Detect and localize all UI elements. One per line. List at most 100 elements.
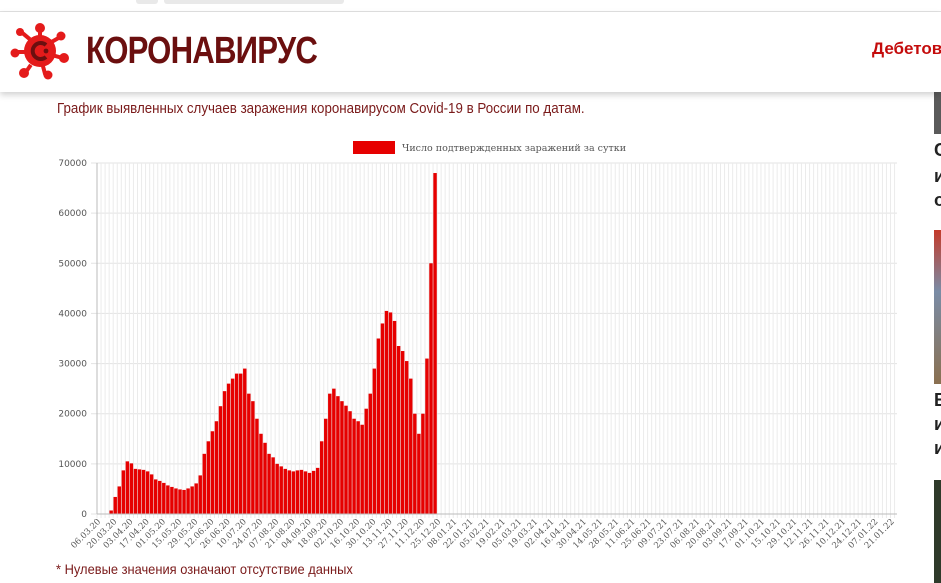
bar-mark <box>218 406 223 514</box>
bar-mark <box>388 312 393 514</box>
bar-mark <box>222 391 227 514</box>
bar-mark <box>259 433 263 514</box>
bar-mark <box>109 510 113 514</box>
legend-label: Число подтвержденных заражений за сутки <box>402 143 626 154</box>
y-axis: 0 10000 20000 30000 40000 50000 60000 70000 <box>58 159 98 520</box>
bar-mark <box>113 496 117 514</box>
sidebar-letter[interactable]: и <box>934 438 941 458</box>
bar-mark <box>413 413 417 514</box>
virus-logo-icon[interactable] <box>10 20 70 80</box>
bar-mark <box>174 488 178 514</box>
bar-mark <box>267 453 271 514</box>
bar-mark <box>166 485 170 514</box>
sidebar-letter[interactable]: С <box>934 140 941 160</box>
y-tick-label: 30000 <box>58 360 87 370</box>
bar-mark <box>190 486 194 514</box>
bar-mark <box>356 421 360 514</box>
bar-mark <box>206 441 211 514</box>
bar-mark <box>319 441 324 514</box>
bar-mark <box>117 486 121 514</box>
sidebar-letter[interactable]: и <box>934 166 941 186</box>
bar-mark <box>149 474 154 514</box>
bar-mark <box>417 433 421 514</box>
bar-mark <box>158 480 162 514</box>
bar-mark <box>307 472 312 514</box>
bar-mark <box>243 368 247 514</box>
y-tick-label: 0 <box>81 510 87 520</box>
chart-legend: Число подтвержденных заражений за сутки <box>353 141 626 154</box>
browser-tab[interactable] <box>136 0 158 4</box>
bar-mark <box>368 393 373 514</box>
chart-caption: График выявленных случаев заражения коро… <box>57 101 585 117</box>
bar-mark <box>404 361 409 514</box>
sidebar-letter[interactable]: В <box>934 390 941 410</box>
bar-mark <box>283 468 287 514</box>
bar-mark <box>380 323 385 514</box>
bar-mark <box>226 383 231 514</box>
bar-mark <box>421 413 425 514</box>
bar-mark <box>145 471 150 514</box>
bar-mark <box>352 418 356 514</box>
bar-mark <box>384 310 389 514</box>
bar-mark <box>133 468 138 514</box>
y-tick-label: 40000 <box>58 309 87 319</box>
cases-chart: 0 10000 20000 30000 40000 50000 60000 70000 06.… <box>58 141 897 551</box>
bar-mark <box>400 351 405 514</box>
bar-mark <box>214 421 219 514</box>
bar-mark <box>275 463 279 514</box>
bar-mark <box>344 405 348 514</box>
bar-mark <box>433 173 437 514</box>
y-tick-label: 50000 <box>58 259 87 269</box>
bar-mark <box>263 442 267 514</box>
bar-mark <box>425 358 429 514</box>
bar-mark <box>251 401 255 514</box>
bar-mark <box>328 393 332 514</box>
bar-mark <box>255 418 259 514</box>
bar-mark <box>198 475 202 514</box>
sidebar-thumb[interactable] <box>934 480 941 583</box>
bar-mark <box>303 471 308 514</box>
bar-mark <box>340 401 344 514</box>
bar-mark <box>291 471 296 514</box>
sidebar-news[interactable]: С и о В и и <box>930 92 941 583</box>
bar-mark <box>182 489 186 514</box>
y-tick-label: 70000 <box>58 159 87 169</box>
sidebar-letter[interactable]: и <box>934 414 941 434</box>
bar-mark <box>372 368 377 514</box>
bar-mark <box>279 466 283 514</box>
y-tick-label: 60000 <box>58 209 87 219</box>
bar-mark <box>234 373 239 514</box>
browser-tab[interactable] <box>164 0 344 4</box>
bar-mark <box>311 470 316 514</box>
sidebar-thumb[interactable] <box>934 92 941 134</box>
chart-footnote: * Нулевые значения означают отсутствие д… <box>56 561 353 577</box>
bar-mark <box>170 486 174 514</box>
site-brand[interactable]: КОРОНАВИРУС <box>86 30 318 72</box>
bar-mark <box>121 470 126 514</box>
chart-bars <box>101 173 437 514</box>
bar-mark <box>129 463 134 514</box>
y-tick-label: 10000 <box>58 460 87 470</box>
bar-mark <box>162 482 166 514</box>
browser-top-strip <box>0 0 941 12</box>
bar-mark <box>153 479 158 514</box>
legend-swatch <box>353 141 395 154</box>
bar-mark <box>360 424 364 514</box>
nav-link-debit[interactable]: Дебетов <box>872 39 941 58</box>
y-tick-label: 20000 <box>58 410 87 420</box>
chart-grid <box>91 162 897 518</box>
bar-mark <box>315 467 320 514</box>
bar-mark <box>210 431 215 514</box>
sidebar-thumb[interactable] <box>934 230 941 384</box>
bar-mark <box>186 488 190 514</box>
bar-mark <box>230 378 235 514</box>
bar-mark <box>376 338 381 514</box>
bar-mark <box>364 408 368 514</box>
bar-mark <box>396 346 401 514</box>
sidebar-letter[interactable]: о <box>934 190 941 210</box>
bar-mark <box>194 483 198 514</box>
bar-mark <box>137 469 142 514</box>
bar-mark <box>429 263 433 514</box>
bar-mark <box>324 418 328 514</box>
bar-mark <box>202 453 207 514</box>
